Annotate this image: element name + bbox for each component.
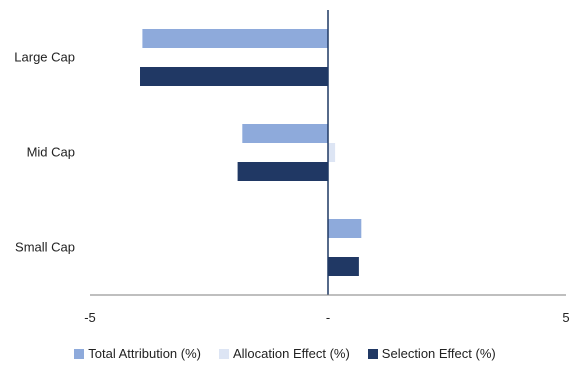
legend-label-total-attribution: Total Attribution (%)	[88, 346, 201, 361]
category-label-small-cap: Small Cap	[15, 240, 75, 255]
chart-legend: Total Attribution (%) Allocation Effect …	[0, 346, 570, 361]
legend-swatch-allocation-effect	[218, 348, 229, 359]
bar-large-cap-series-0	[142, 29, 328, 48]
legend-swatch-total-attribution	[74, 348, 85, 359]
x-tick-label-1: -	[326, 310, 330, 325]
x-tick-label-2: 5	[562, 310, 569, 325]
legend-label-selection-effect: Selection Effect (%)	[381, 346, 496, 361]
legend-item-allocation-effect: Allocation Effect (%)	[218, 346, 350, 361]
legend-item-selection-effect: Selection Effect (%)	[367, 346, 496, 361]
bar-mid-cap-series-0	[242, 124, 328, 143]
x-tick-label-0: -5	[84, 310, 96, 325]
bar-small-cap-series-2	[328, 257, 359, 276]
bar-small-cap-series-0	[328, 219, 362, 238]
bar-mid-cap-series-2	[237, 162, 328, 181]
category-label-large-cap: Large Cap	[14, 50, 75, 65]
bar-mid-cap-series-1	[328, 143, 336, 162]
bar-large-cap-series-2	[140, 67, 328, 86]
category-label-mid-cap: Mid Cap	[27, 145, 75, 160]
legend-label-allocation-effect: Allocation Effect (%)	[232, 346, 350, 361]
legend-swatch-selection-effect	[367, 348, 378, 359]
legend-item-total-attribution: Total Attribution (%)	[74, 346, 201, 361]
